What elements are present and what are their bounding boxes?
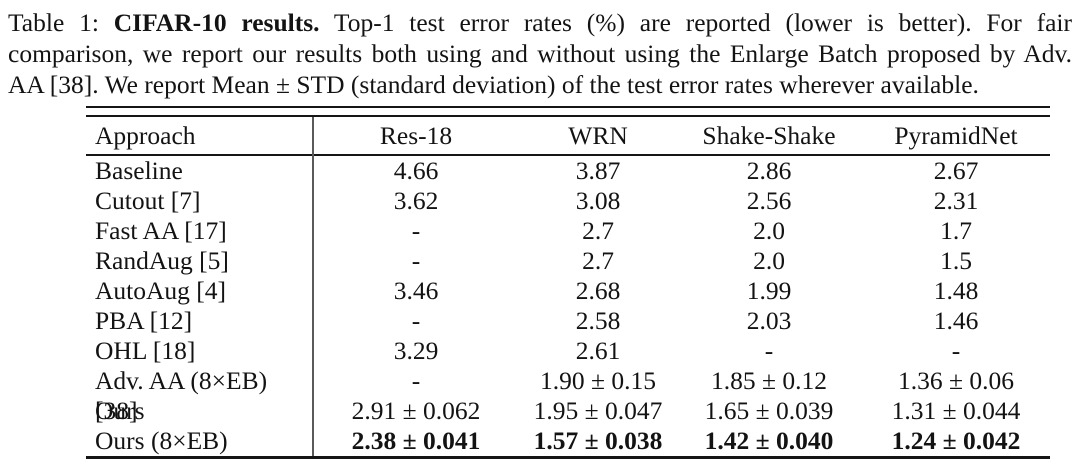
approach-cell: RandAug [5] <box>95 246 229 275</box>
table-caption: Table 1: CIFAR-10 results. Top-1 test er… <box>8 7 1072 100</box>
value-cell: 2.61 <box>575 336 621 365</box>
caption-line-2: comparison, we report our results both u… <box>8 39 1072 68</box>
value-cell: - <box>411 216 421 245</box>
approach-cell: Fast AA [17] <box>95 216 227 245</box>
value-cell: 2.58 <box>575 306 621 335</box>
column-header-wrn: WRN <box>568 121 628 150</box>
table-row-autoaug: AutoAug [4] 3.46 2.68 1.99 1.48 <box>86 276 1050 306</box>
top-rule <box>86 106 1050 117</box>
table-row-ours: Ours 2.91 ± 0.062 1.95 ± 0.047 1.65 ± 0.… <box>86 396 1050 426</box>
value-cell: 1.90 ± 0.15 <box>540 366 656 395</box>
approach-cell: Baseline <box>95 156 183 185</box>
table-row-randaug: RandAug [5] - 2.7 2.0 1.5 <box>86 246 1050 276</box>
value-cell: 2.31 <box>933 186 979 215</box>
column-header-res18: Res-18 <box>379 121 453 150</box>
value-cell: 2.38 ± 0.041 <box>351 426 481 455</box>
value-cell: 2.03 <box>746 306 792 335</box>
value-cell: 2.56 <box>746 186 792 215</box>
header-rule <box>86 154 1050 156</box>
value-cell: 3.87 <box>575 156 621 185</box>
header-row: Approach Res-18 WRN Shake-Shake PyramidN… <box>86 117 1050 154</box>
value-cell: 1.5 <box>940 246 972 275</box>
approach-cell: Adv. AA (8×EB) [38] <box>95 366 268 425</box>
bottom-rule <box>86 456 1050 459</box>
value-cell: 3.62 <box>393 186 439 215</box>
value-cell: 2.0 <box>753 246 785 275</box>
value-cell: 1.31 ± 0.044 <box>891 396 1021 425</box>
value-cell: 1.65 ± 0.039 <box>704 396 834 425</box>
caption-line1-text: Top-1 test error rates (%) are reported … <box>333 8 1072 37</box>
column-header-approach: Approach <box>95 121 196 150</box>
table-row-ohl: OHL [18] 3.29 2.61 - - <box>86 336 1050 366</box>
table-row-ours-eb: Ours (8×EB) 2.38 ± 0.041 1.57 ± 0.038 1.… <box>86 426 1050 456</box>
approach-cell: OHL [18] <box>95 336 196 365</box>
value-cell: - <box>951 336 961 365</box>
caption-line-3: AA [38]. We report Mean ± STD (standard … <box>8 70 979 99</box>
value-cell: 2.67 <box>933 156 979 185</box>
table-row-fast-aa: Fast AA [17] - 2.7 2.0 1.7 <box>86 216 1050 246</box>
value-cell: 1.7 <box>940 216 972 245</box>
table-row-pba: PBA [12] - 2.58 2.03 1.46 <box>86 306 1050 336</box>
value-cell: 2.0 <box>753 216 785 245</box>
approach-cell: AutoAug [4] <box>95 276 227 305</box>
value-cell: 2.7 <box>582 216 614 245</box>
value-cell: 3.08 <box>575 186 621 215</box>
value-cell: 2.86 <box>746 156 792 185</box>
column-header-shake-shake: Shake-Shake <box>702 121 836 150</box>
value-cell: 1.46 <box>933 306 979 335</box>
approach-cell: PBA [12] <box>95 306 193 335</box>
value-cell: - <box>411 306 421 335</box>
table-row-adv-aa: Adv. AA (8×EB) [38] - 1.90 ± 0.15 1.85 ±… <box>86 366 1050 425</box>
value-cell: 3.46 <box>393 276 439 305</box>
value-cell: 1.95 ± 0.047 <box>533 396 663 425</box>
column-header-pyramidnet: PyramidNet <box>894 121 1018 150</box>
caption-line-1: Table 1: CIFAR-10 results. Top-1 test er… <box>8 7 1072 38</box>
table-row-cutout: Cutout [7] 3.62 3.08 2.56 2.31 <box>86 186 1050 216</box>
column-divider <box>312 117 314 456</box>
value-cell: 4.66 <box>393 156 439 185</box>
caption-title: CIFAR-10 results. <box>113 8 320 37</box>
caption-label: Table 1: <box>8 8 99 37</box>
value-cell: 3.29 <box>393 336 439 365</box>
approach-cell: Ours (8×EB) <box>95 426 228 455</box>
approach-cell: Ours <box>95 396 145 425</box>
value-cell: 1.99 <box>746 276 792 305</box>
value-cell: 1.36 ± 0.06 <box>898 366 1014 395</box>
value-cell: 2.7 <box>582 246 614 275</box>
value-cell: 2.68 <box>575 276 621 305</box>
value-cell: 1.48 <box>933 276 979 305</box>
value-cell: - <box>411 366 421 395</box>
value-cell: - <box>411 246 421 275</box>
results-table: Approach Res-18 WRN Shake-Shake PyramidN… <box>86 106 1050 459</box>
table-row-baseline: Baseline 4.66 3.87 2.86 2.67 <box>86 156 1050 186</box>
value-cell: 1.57 ± 0.038 <box>533 426 663 455</box>
approach-cell: Cutout [7] <box>95 186 201 215</box>
table-body: Baseline 4.66 3.87 2.86 2.67 Cutout [7] … <box>86 156 1050 456</box>
value-cell: 1.42 ± 0.040 <box>704 426 834 455</box>
value-cell: 1.85 ± 0.12 <box>711 366 827 395</box>
value-cell: 1.24 ± 0.042 <box>891 426 1021 455</box>
value-cell: 2.91 ± 0.062 <box>351 396 481 425</box>
value-cell: - <box>764 336 774 365</box>
